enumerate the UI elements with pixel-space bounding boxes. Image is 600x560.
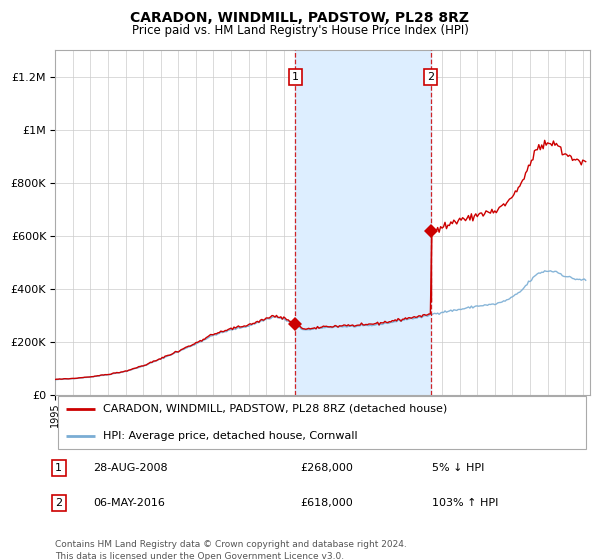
- Text: 5% ↓ HPI: 5% ↓ HPI: [432, 463, 484, 473]
- Text: £618,000: £618,000: [300, 498, 353, 508]
- Text: HPI: Average price, detached house, Cornwall: HPI: Average price, detached house, Corn…: [103, 431, 358, 441]
- Bar: [295, 50, 431, 395]
- Text: Contains HM Land Registry data © Crown copyright and database right 2024.: Contains HM Land Registry data © Crown c…: [55, 540, 407, 549]
- Text: 2: 2: [55, 498, 62, 508]
- Text: Price paid vs. HM Land Registry's House Price Index (HPI): Price paid vs. HM Land Registry's House …: [131, 24, 469, 36]
- Text: 2: 2: [427, 72, 434, 82]
- Text: 28-AUG-2008: 28-AUG-2008: [93, 463, 167, 473]
- FancyBboxPatch shape: [58, 396, 586, 449]
- Text: 1: 1: [292, 72, 299, 82]
- Text: 1: 1: [55, 463, 62, 473]
- Text: 103% ↑ HPI: 103% ↑ HPI: [432, 498, 499, 508]
- Text: CARADON, WINDMILL, PADSTOW, PL28 8RZ (detached house): CARADON, WINDMILL, PADSTOW, PL28 8RZ (de…: [103, 404, 448, 414]
- Text: £268,000: £268,000: [300, 463, 353, 473]
- Text: This data is licensed under the Open Government Licence v3.0.: This data is licensed under the Open Gov…: [55, 552, 344, 560]
- Text: 06-MAY-2016: 06-MAY-2016: [93, 498, 165, 508]
- Text: CARADON, WINDMILL, PADSTOW, PL28 8RZ: CARADON, WINDMILL, PADSTOW, PL28 8RZ: [131, 11, 470, 25]
